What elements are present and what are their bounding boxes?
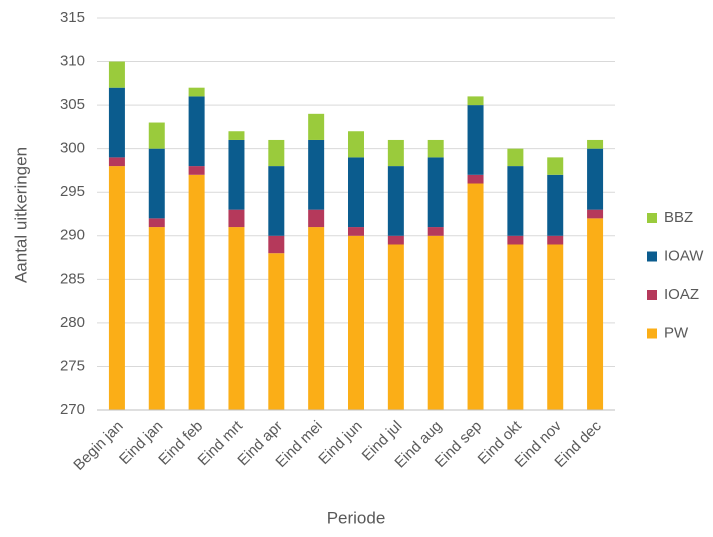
bar-segment bbox=[308, 139, 325, 210]
bar-segment bbox=[427, 139, 444, 158]
y-tick-label: 310 bbox=[60, 53, 85, 70]
bar-segment bbox=[228, 131, 245, 140]
legend-label: IOAZ bbox=[664, 286, 699, 303]
plot-area bbox=[108, 61, 604, 410]
bar-segment bbox=[587, 139, 604, 149]
y-tick-label: 275 bbox=[60, 357, 85, 374]
x-axis-title: Periode bbox=[327, 508, 386, 527]
y-tick-label: 305 bbox=[60, 96, 85, 113]
x-tick-label: Eind jun bbox=[315, 418, 365, 468]
y-tick-label: 315 bbox=[60, 9, 85, 26]
bar-segment bbox=[148, 122, 165, 149]
bar-segment bbox=[268, 253, 285, 410]
bar-segment bbox=[268, 166, 285, 236]
bar-segment bbox=[467, 174, 484, 184]
y-tick-label: 280 bbox=[60, 314, 85, 331]
bar-segment bbox=[467, 105, 484, 175]
bar-segment bbox=[308, 227, 325, 410]
bar-segment bbox=[507, 148, 524, 167]
bar-segment bbox=[188, 87, 205, 97]
legend-label: PW bbox=[664, 324, 689, 341]
y-tick-label: 295 bbox=[60, 183, 85, 200]
bar-segment bbox=[188, 174, 205, 410]
bar-segment bbox=[427, 157, 444, 228]
y-tick-label: 270 bbox=[60, 401, 85, 418]
y-tick-label: 300 bbox=[60, 140, 85, 157]
bar-segment bbox=[228, 209, 245, 228]
bar-segment bbox=[108, 157, 125, 167]
bar-segment bbox=[348, 157, 364, 228]
bar-segment bbox=[427, 235, 444, 410]
bar-segment bbox=[108, 61, 125, 88]
bar-segment bbox=[587, 218, 604, 410]
bar-segment bbox=[348, 235, 364, 410]
legend-label: IOAW bbox=[664, 247, 704, 264]
bar-segment bbox=[348, 131, 364, 158]
legend-swatch bbox=[647, 328, 657, 339]
bar-segment bbox=[228, 139, 245, 210]
bar-segment bbox=[308, 113, 325, 140]
legend-swatch bbox=[647, 251, 657, 262]
bar-segment bbox=[427, 227, 444, 236]
bar-segment bbox=[587, 209, 604, 219]
x-tick-label: Begin jan bbox=[70, 418, 126, 474]
bar-segment bbox=[467, 96, 484, 106]
bar-segment bbox=[507, 166, 524, 236]
bar-segment bbox=[188, 96, 205, 167]
bar-segment bbox=[108, 166, 125, 410]
bar-segment bbox=[587, 148, 604, 210]
bar-segment bbox=[467, 183, 484, 410]
bar-segment bbox=[387, 139, 404, 167]
bar-segment bbox=[268, 235, 285, 254]
bar-segment bbox=[268, 139, 285, 167]
bar-segment bbox=[308, 209, 325, 228]
bar-segment bbox=[507, 235, 524, 245]
legend-swatch bbox=[647, 213, 657, 223]
bar-segment bbox=[387, 244, 404, 410]
bar-segment bbox=[148, 218, 165, 228]
bar-segment bbox=[547, 174, 564, 236]
bar-segment bbox=[387, 235, 404, 245]
bar-segment bbox=[148, 148, 165, 219]
legend-swatch bbox=[647, 290, 657, 300]
legend-label: BBZ bbox=[664, 209, 693, 226]
y-axis-title: Aantal uitkeringen bbox=[11, 147, 30, 283]
bar-segment bbox=[348, 227, 364, 236]
bar-segment bbox=[507, 244, 524, 410]
bar-segment bbox=[148, 227, 165, 410]
bar-segment bbox=[387, 166, 404, 236]
y-tick-label: 285 bbox=[60, 270, 85, 287]
bar-segment bbox=[228, 227, 245, 410]
bar-segment bbox=[108, 87, 125, 158]
bar-segment bbox=[188, 166, 205, 175]
bar-segment bbox=[547, 244, 564, 410]
y-tick-label: 290 bbox=[60, 227, 85, 244]
bar-segment bbox=[547, 235, 564, 245]
bar-segment bbox=[547, 157, 564, 175]
